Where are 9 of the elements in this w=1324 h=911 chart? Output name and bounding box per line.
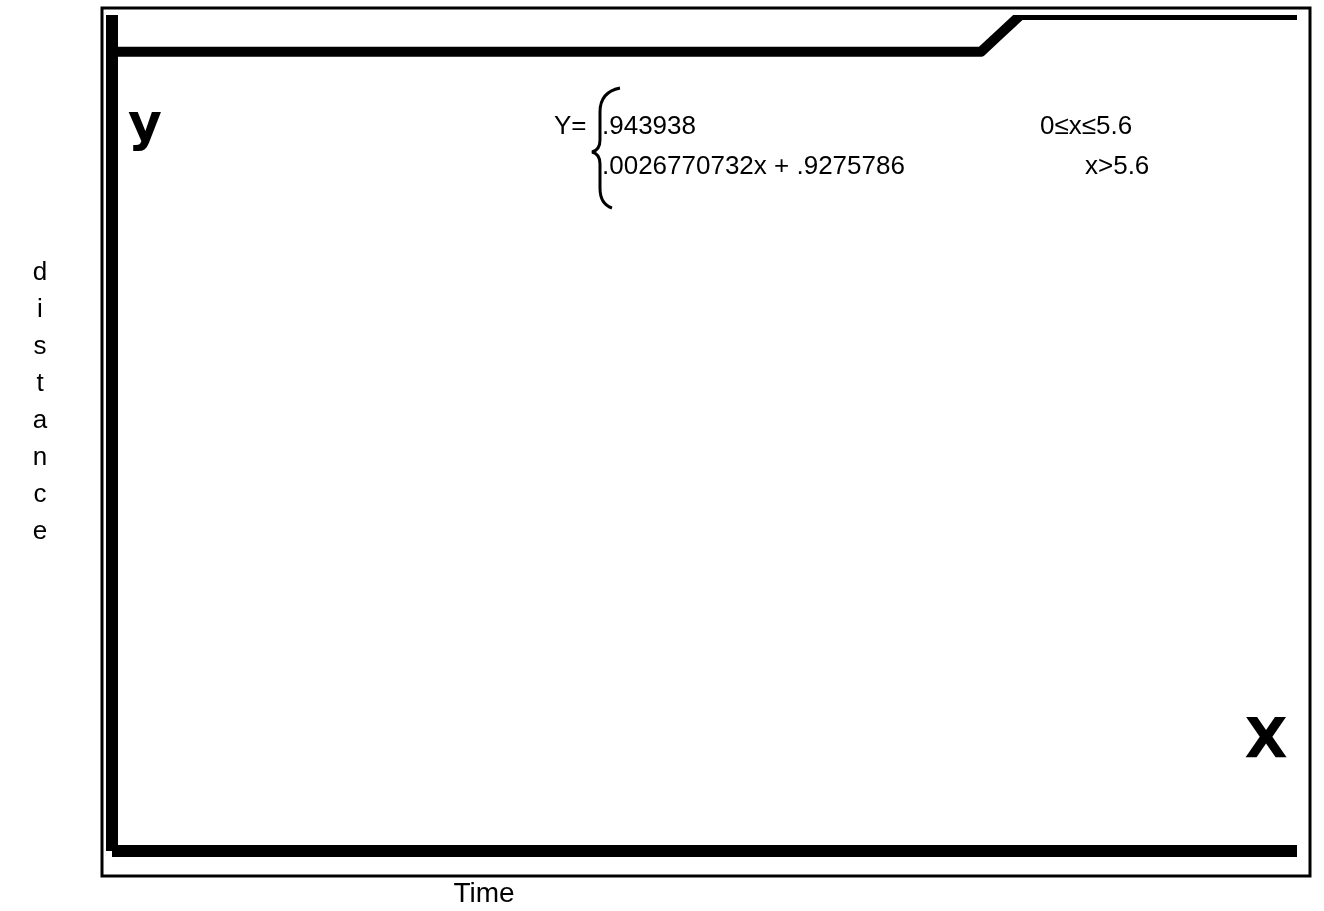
annotation: y: [128, 92, 162, 152]
annotation: .0026770732x + .9275786: [602, 150, 905, 180]
annotation: x>5.6: [1085, 150, 1150, 180]
x-axis-title: Time: [453, 877, 515, 908]
y-axis-title: distance: [32, 256, 48, 545]
annotation: .943938: [602, 110, 696, 140]
annotation: X: [1244, 705, 1288, 770]
annotation: 0≤x≤5.6: [1040, 110, 1133, 140]
annotation: Y=: [554, 110, 587, 140]
